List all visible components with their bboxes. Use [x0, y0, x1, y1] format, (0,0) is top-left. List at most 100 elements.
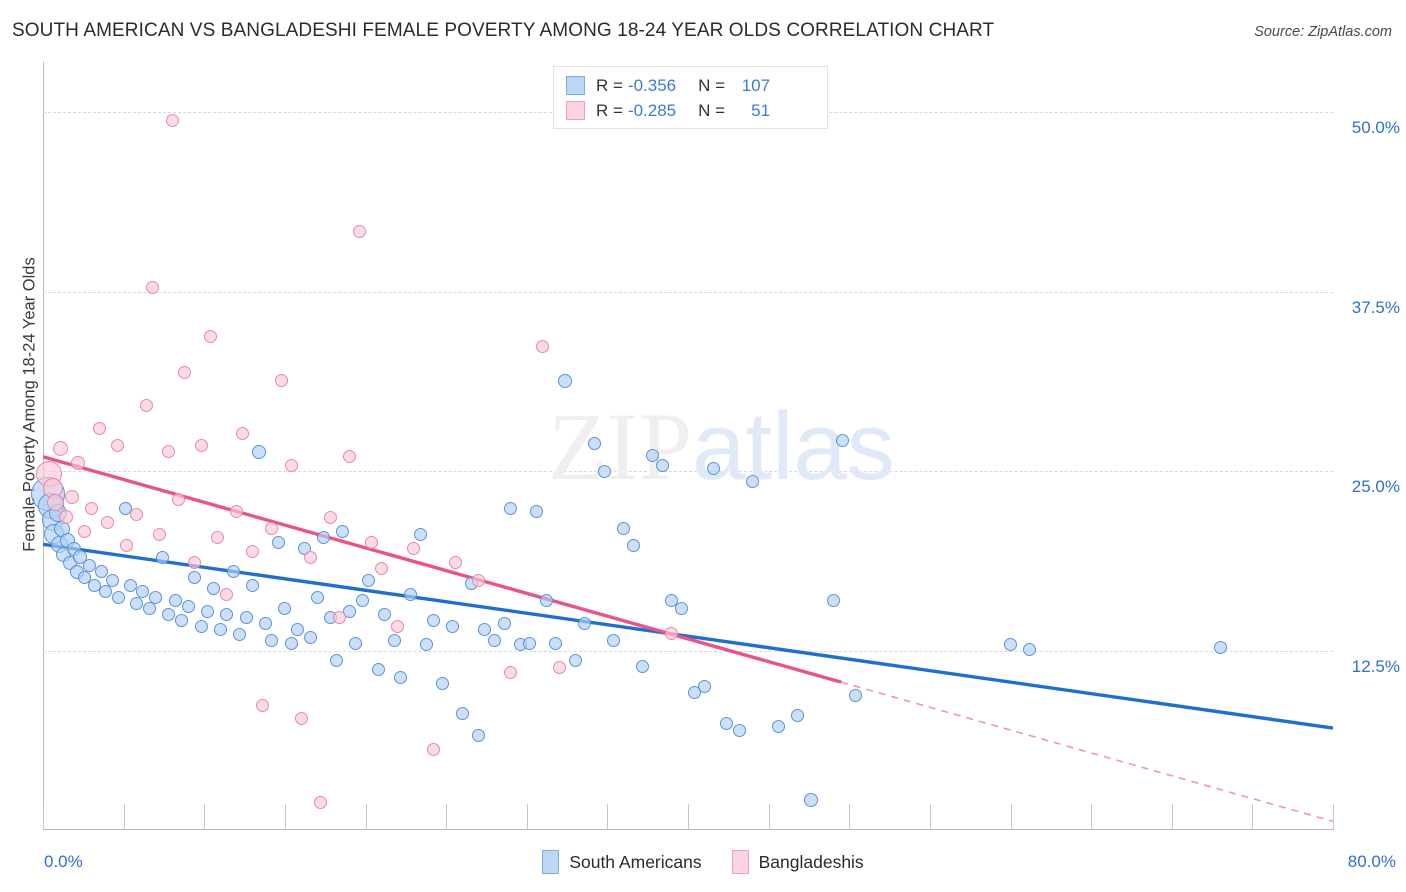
- gridline: [43, 650, 1333, 652]
- legend-item-south-americans[interactable]: South Americans: [542, 850, 702, 874]
- data-point: [162, 444, 176, 458]
- x-axis-tick: [365, 804, 367, 830]
- data-point: [259, 616, 273, 630]
- data-point: [426, 613, 440, 627]
- data-point: [175, 613, 189, 627]
- data-point: [488, 634, 501, 647]
- data-point: [336, 524, 350, 538]
- data-point: [617, 522, 630, 536]
- trend-line-bangladeshis: [43, 455, 842, 684]
- data-point: [329, 654, 343, 668]
- data-point: [207, 582, 221, 596]
- data-point: [101, 516, 114, 530]
- data-point: [655, 458, 669, 472]
- data-point: [1213, 641, 1227, 655]
- x-axis-tick: [446, 804, 448, 830]
- x-axis-tick: [1252, 804, 1254, 830]
- data-point: [665, 626, 679, 640]
- data-point: [162, 608, 176, 622]
- data-point: [271, 536, 285, 550]
- legend-item-bangladeshis[interactable]: Bangladeshis: [731, 850, 864, 874]
- data-point: [83, 559, 97, 573]
- trend-line-extrapolated-bangladeshis: [840, 681, 1333, 823]
- trend-line-south-americans: [43, 542, 1333, 730]
- data-point: [120, 539, 134, 553]
- data-point: [471, 728, 485, 742]
- x-axis-tick: [1091, 804, 1093, 830]
- x-axis-tick: [1010, 804, 1012, 830]
- source-attribution: Source: ZipAtlas.com: [1254, 24, 1392, 40]
- data-point: [646, 448, 660, 462]
- data-point: [233, 628, 247, 642]
- data-point: [552, 661, 566, 675]
- data-point: [78, 524, 92, 538]
- data-point: [291, 622, 305, 636]
- data-point: [478, 622, 492, 636]
- r-label-1: R =: [596, 75, 623, 95]
- data-point: [607, 634, 621, 647]
- page-title: SOUTH AMERICAN VS BANGLADESHI FEMALE POV…: [12, 20, 995, 41]
- data-point: [587, 437, 601, 451]
- data-point: [504, 501, 518, 515]
- n-label-2: N =: [698, 100, 726, 120]
- r-value-1: -0.356: [627, 75, 677, 95]
- data-point: [165, 114, 179, 128]
- data-point: [791, 708, 805, 722]
- data-point: [84, 501, 98, 515]
- data-point: [471, 573, 485, 587]
- r-value-2: -0.285: [627, 100, 677, 120]
- plot-area: ZIPatlas: [30, 62, 1334, 830]
- data-point: [568, 654, 582, 668]
- data-point: [826, 593, 840, 607]
- data-point: [246, 579, 260, 593]
- data-point: [636, 659, 650, 673]
- legend-swatch-south-americans: [566, 76, 585, 95]
- data-point: [284, 458, 298, 472]
- data-point: [220, 608, 234, 622]
- data-point: [578, 616, 592, 630]
- data-point: [53, 440, 69, 456]
- data-point: [275, 374, 289, 388]
- data-point: [255, 698, 269, 712]
- gridline: [43, 471, 1333, 473]
- data-point: [771, 720, 785, 734]
- data-point: [449, 556, 463, 570]
- data-point: [181, 599, 195, 613]
- legend-label-bangladeshis: Bangladeshis: [758, 851, 864, 872]
- data-point: [188, 570, 202, 584]
- data-point: [365, 536, 379, 550]
- data-point: [413, 527, 427, 541]
- data-point: [352, 224, 366, 238]
- data-point: [230, 504, 243, 518]
- data-point: [420, 638, 434, 652]
- n-value-2: 51: [751, 100, 771, 120]
- data-point: [504, 665, 518, 679]
- data-point: [523, 636, 537, 650]
- data-point: [529, 504, 543, 518]
- data-point: [1004, 638, 1017, 652]
- data-point: [246, 545, 260, 558]
- x-axis-tick: [929, 804, 931, 830]
- data-point: [94, 565, 108, 579]
- y-axis-tick-label: 50.0%: [1351, 118, 1400, 138]
- data-point: [152, 527, 166, 541]
- data-point: [558, 373, 573, 388]
- series-legend: South Americans Bangladeshis: [0, 850, 1406, 874]
- data-point: [539, 593, 553, 607]
- data-point: [304, 631, 318, 645]
- data-point: [47, 494, 65, 512]
- y-axis-tick-label: 37.5%: [1351, 297, 1400, 317]
- y-axis-title: Female Poverty Among 18-24 Year Olds: [20, 257, 39, 552]
- r-label-2: R =: [596, 100, 623, 120]
- data-point: [105, 573, 119, 587]
- x-axis-tick: [526, 804, 528, 830]
- data-point: [213, 622, 227, 636]
- data-point: [265, 522, 279, 536]
- data-point: [99, 585, 113, 599]
- data-point: [188, 556, 202, 570]
- data-point: [118, 501, 132, 515]
- data-point: [136, 585, 150, 599]
- data-point: [236, 427, 250, 441]
- data-point: [426, 743, 440, 757]
